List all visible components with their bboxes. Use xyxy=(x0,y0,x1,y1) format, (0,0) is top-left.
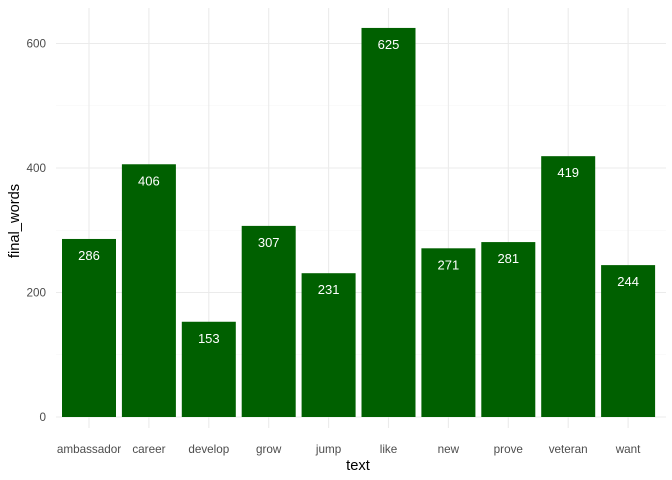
y-axis-title: final_words xyxy=(7,184,23,258)
bar-want xyxy=(601,265,656,417)
bar-prove xyxy=(481,242,536,417)
x-tick-label: jump xyxy=(315,443,342,456)
x-tick-label: new xyxy=(438,443,460,456)
data-label-grow: 307 xyxy=(258,235,280,250)
x-tick-label: prove xyxy=(494,443,523,456)
bars xyxy=(62,27,656,418)
data-label-ambassador: 286 xyxy=(78,248,100,263)
y-axis-tick-labels: 0 200 400 600 xyxy=(26,38,46,425)
y-tick-label: 400 xyxy=(26,162,46,175)
bar-ambassador xyxy=(62,238,116,417)
bar-veteran xyxy=(541,156,596,418)
y-tick-label: 200 xyxy=(26,287,46,300)
x-tick-label: ambassador xyxy=(57,443,121,456)
data-label-like: 625 xyxy=(378,37,400,52)
bar-like xyxy=(361,27,416,417)
y-tick-label: 600 xyxy=(26,38,46,51)
x-axis-tick-labels: ambassador career develop grow jump like new pr… xyxy=(57,443,641,456)
x-axis-title: text xyxy=(346,458,370,474)
bar-jump xyxy=(301,273,356,417)
data-label-jump: 231 xyxy=(318,282,340,297)
data-label-want: 244 xyxy=(617,274,639,289)
data-label-prove: 281 xyxy=(497,251,519,266)
bar-grow xyxy=(241,225,296,417)
data-label-new: 271 xyxy=(438,257,460,272)
data-label-veteran: 419 xyxy=(557,165,579,180)
data-label-develop: 153 xyxy=(198,331,220,346)
data-label-career: 406 xyxy=(138,173,160,188)
data-labels: 286 406 153 307 231 625 271 281 419 244 xyxy=(78,37,639,346)
x-tick-label: like xyxy=(380,443,398,456)
bar-new xyxy=(421,248,476,417)
x-tick-label: want xyxy=(615,443,641,456)
x-tick-label: grow xyxy=(256,443,282,456)
y-tick-label: 0 xyxy=(39,411,46,424)
x-tick-label: career xyxy=(132,443,165,456)
x-tick-label: veteran xyxy=(549,443,588,456)
bar-career xyxy=(121,164,176,417)
x-tick-label: develop xyxy=(188,443,229,456)
bar-develop xyxy=(181,321,236,417)
